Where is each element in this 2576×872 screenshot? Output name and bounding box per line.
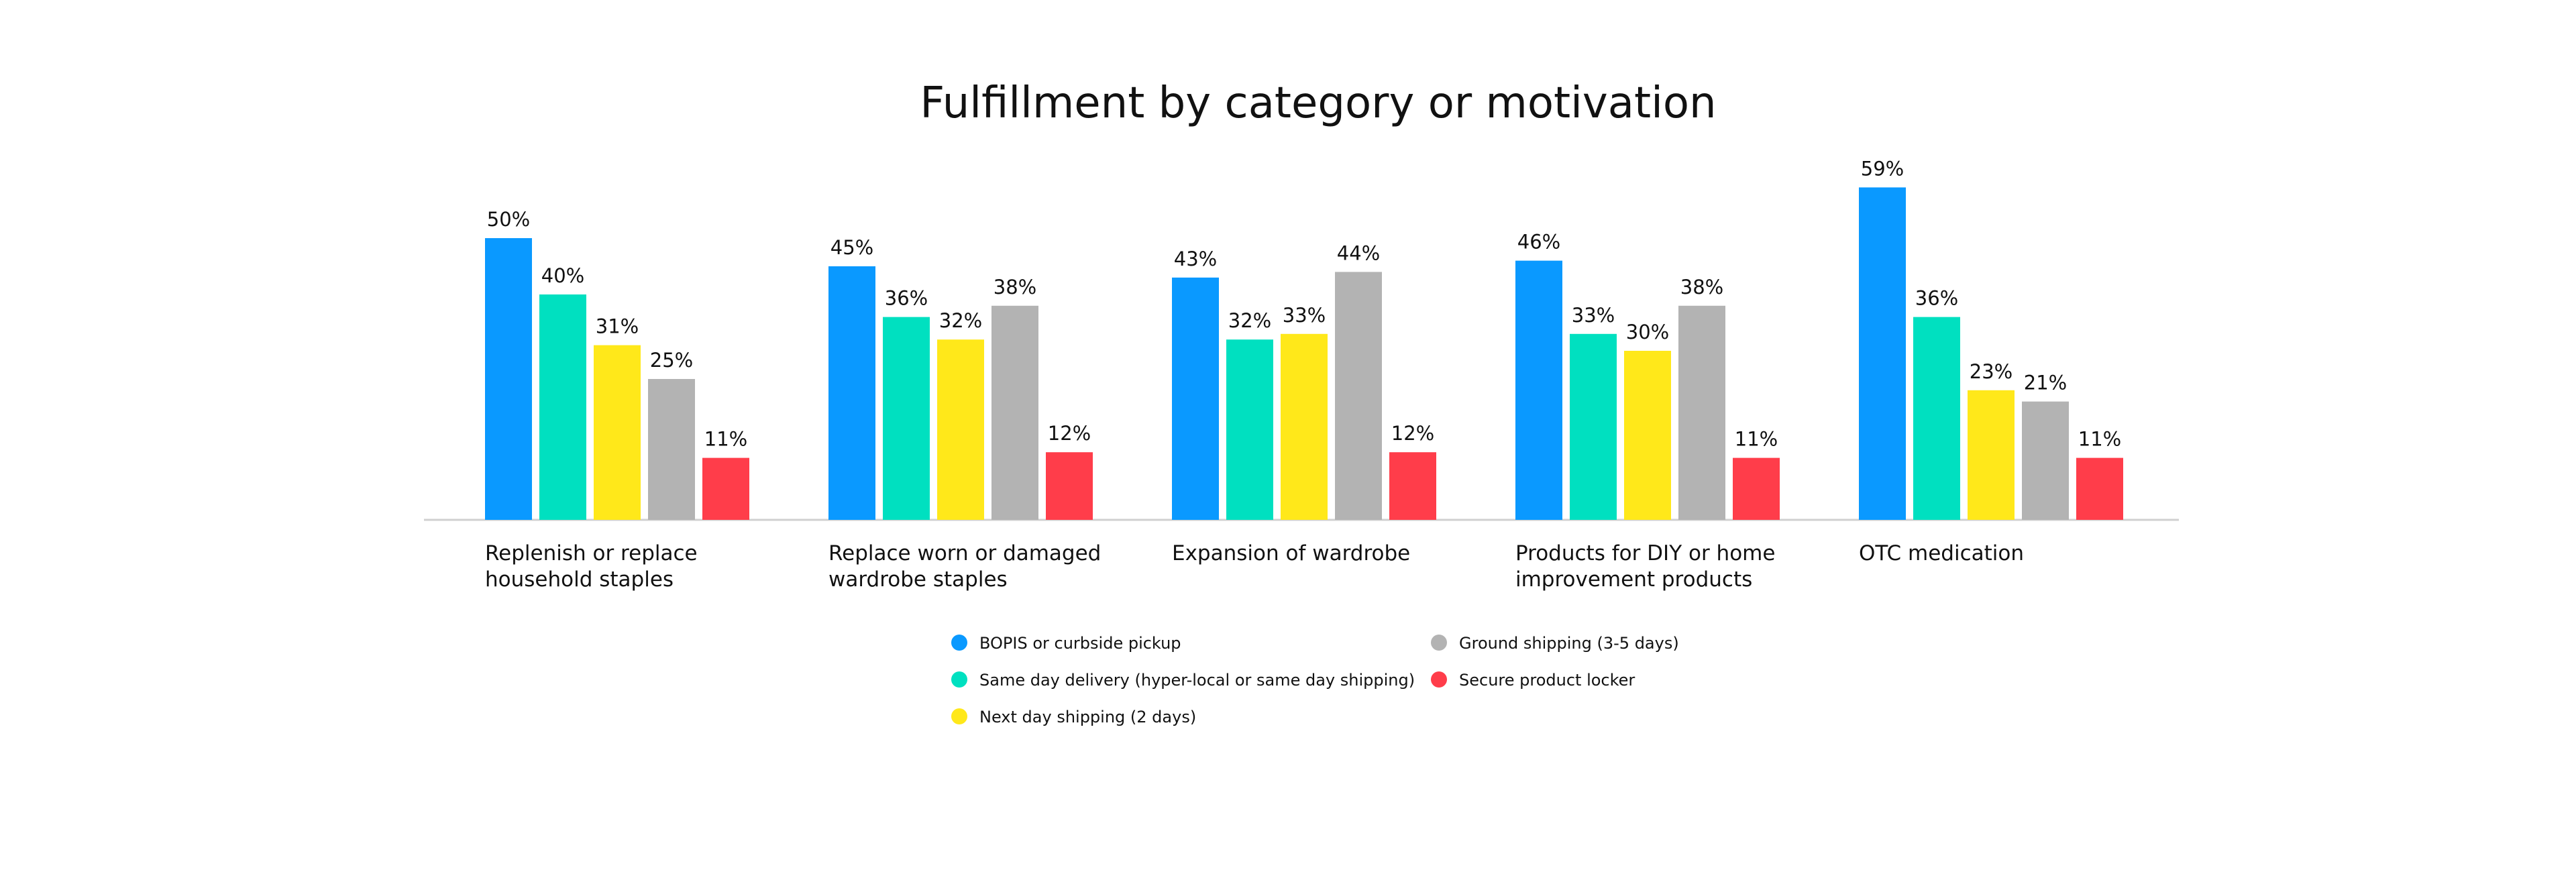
- category-label: household staples: [485, 567, 674, 592]
- bar-value-label: 12%: [1391, 422, 1434, 445]
- bar: [485, 238, 532, 520]
- bar-value-label: 40%: [541, 264, 584, 287]
- legend-label: Secure product locker: [1459, 671, 1635, 690]
- bar-value-label: 36%: [1915, 287, 1958, 310]
- legend-swatch: [951, 671, 967, 688]
- bar: [1335, 272, 1382, 520]
- bar: [1624, 351, 1671, 520]
- bar-value-label: 31%: [596, 315, 639, 338]
- bar-value-label: 11%: [2078, 428, 2121, 451]
- bar-value-label: 36%: [885, 287, 928, 310]
- bar: [883, 317, 930, 520]
- bar-value-label: 38%: [1680, 276, 1723, 298]
- bars-group: [485, 187, 2123, 520]
- bar-value-label: 25%: [650, 349, 693, 372]
- bar-value-label: 32%: [1228, 309, 1271, 332]
- bar: [1733, 457, 1780, 520]
- legend-swatch: [951, 708, 967, 724]
- bar: [2022, 401, 2069, 520]
- bar: [1281, 333, 1328, 520]
- bar: [1570, 333, 1617, 520]
- bar: [937, 339, 984, 520]
- legend-label: BOPIS or curbside pickup: [979, 634, 1181, 653]
- legend-swatch: [1431, 635, 1447, 651]
- legend-swatch: [1431, 671, 1447, 688]
- bar: [648, 379, 695, 520]
- bar-value-label: 46%: [1517, 231, 1560, 254]
- bar-value-label: 59%: [1861, 157, 1904, 180]
- bar: [828, 266, 875, 520]
- legend-label: Next day shipping (2 days): [979, 708, 1196, 726]
- bar: [1968, 390, 2015, 520]
- bar-value-label: 44%: [1337, 241, 1380, 264]
- bar-value-label: 33%: [1572, 304, 1615, 327]
- legend-label: Same day delivery (hyper-local or same d…: [979, 671, 1415, 690]
- bar-value-label: 21%: [2024, 372, 2067, 394]
- bar-value-label: 45%: [830, 236, 873, 259]
- category-label: improvement products: [1515, 567, 1752, 592]
- category-label: Expansion of wardrobe: [1172, 541, 1410, 565]
- bar-value-label: 11%: [1735, 428, 1778, 451]
- bar: [1389, 452, 1436, 520]
- bar: [702, 457, 749, 520]
- bar-value-label: 30%: [1626, 321, 1669, 343]
- bar: [1046, 452, 1093, 520]
- bar-value-label: 33%: [1283, 304, 1326, 327]
- legend-label: Ground shipping (3-5 days): [1459, 634, 1679, 653]
- bar-value-label: 50%: [487, 208, 530, 231]
- bar: [1913, 317, 1960, 520]
- bar-value-label: 11%: [704, 428, 747, 451]
- bar-value-label: 38%: [994, 276, 1036, 298]
- bar: [991, 305, 1038, 520]
- bar: [594, 345, 641, 520]
- bar-value-label: 12%: [1048, 422, 1091, 445]
- category-label: OTC medication: [1859, 541, 2024, 565]
- bar: [1859, 187, 1906, 520]
- legend: BOPIS or curbside pickup Same day deliver…: [951, 634, 1679, 726]
- bar: [539, 294, 586, 520]
- bar: [1515, 260, 1562, 520]
- bar-value-label: 23%: [1970, 360, 2012, 383]
- category-label: Replenish or replace: [485, 541, 698, 565]
- bar: [1172, 277, 1219, 520]
- category-label: Products for DIY or home: [1515, 541, 1775, 565]
- bar: [1678, 305, 1725, 520]
- bar: [2076, 457, 2123, 520]
- category-label: wardrobe staples: [828, 567, 1008, 592]
- value-labels-group: 50% 40% 31% 25% 11% 45% 36% 32% 38% 12% 43% 32% 33% 4…: [487, 157, 2121, 450]
- category-label: Replace worn or damaged: [828, 541, 1101, 565]
- bar-value-label: 43%: [1174, 248, 1217, 270]
- legend-swatch: [951, 635, 967, 651]
- bar-value-label: 32%: [939, 309, 982, 332]
- bar: [1226, 339, 1273, 520]
- chart-title: Fulfillment by category or motivation: [920, 78, 1716, 128]
